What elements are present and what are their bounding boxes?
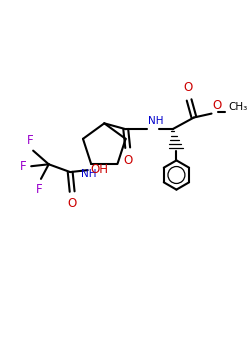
- Text: F: F: [27, 134, 34, 147]
- Text: NH: NH: [82, 169, 97, 179]
- Text: F: F: [20, 160, 26, 173]
- Text: O: O: [68, 197, 77, 210]
- Text: OH: OH: [91, 163, 109, 176]
- Text: O: O: [212, 99, 222, 112]
- Text: CH₃: CH₃: [228, 102, 247, 112]
- Text: O: O: [184, 81, 193, 94]
- Text: NH: NH: [148, 116, 164, 126]
- Text: F: F: [36, 183, 42, 196]
- Text: O: O: [123, 154, 132, 167]
